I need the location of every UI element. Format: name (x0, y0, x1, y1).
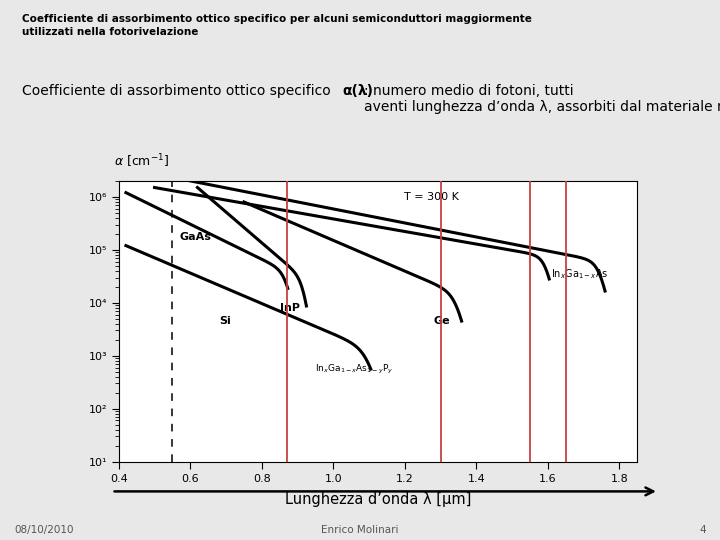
Text: 08/10/2010: 08/10/2010 (14, 524, 74, 535)
X-axis label: Lunghezza d’onda λ [μm]: Lunghezza d’onda λ [μm] (285, 492, 471, 507)
Text: Coefficiente di assorbimento ottico specifico per alcuni semiconduttori maggiorm: Coefficiente di assorbimento ottico spec… (22, 14, 531, 37)
Text: 4: 4 (699, 524, 706, 535)
Text: Ge: Ge (433, 316, 450, 326)
Text: In$_x$Ga$_{1-x}$As$_{1-y}$P$_y$: In$_x$Ga$_{1-x}$As$_{1-y}$P$_y$ (315, 363, 394, 376)
Text: InP: InP (279, 303, 300, 313)
Text: In$_x$Ga$_{1-x}$As: In$_x$Ga$_{1-x}$As (552, 267, 609, 281)
Text: α(λ): α(λ) (342, 84, 373, 98)
Text: Coefficiente di assorbimento ottico specifico: Coefficiente di assorbimento ottico spec… (22, 84, 335, 98)
Text: : numero medio di fotoni, tutti
aventi lunghezza d’onda λ, assorbiti dal materia: : numero medio di fotoni, tutti aventi l… (364, 84, 720, 114)
Text: GaAs: GaAs (179, 233, 212, 242)
Text: Enrico Molinari: Enrico Molinari (321, 524, 399, 535)
Text: T = 300 K: T = 300 K (404, 192, 459, 202)
Text: Si: Si (219, 316, 230, 326)
Text: $\alpha$ [cm$^{-1}$]: $\alpha$ [cm$^{-1}$] (114, 152, 169, 170)
